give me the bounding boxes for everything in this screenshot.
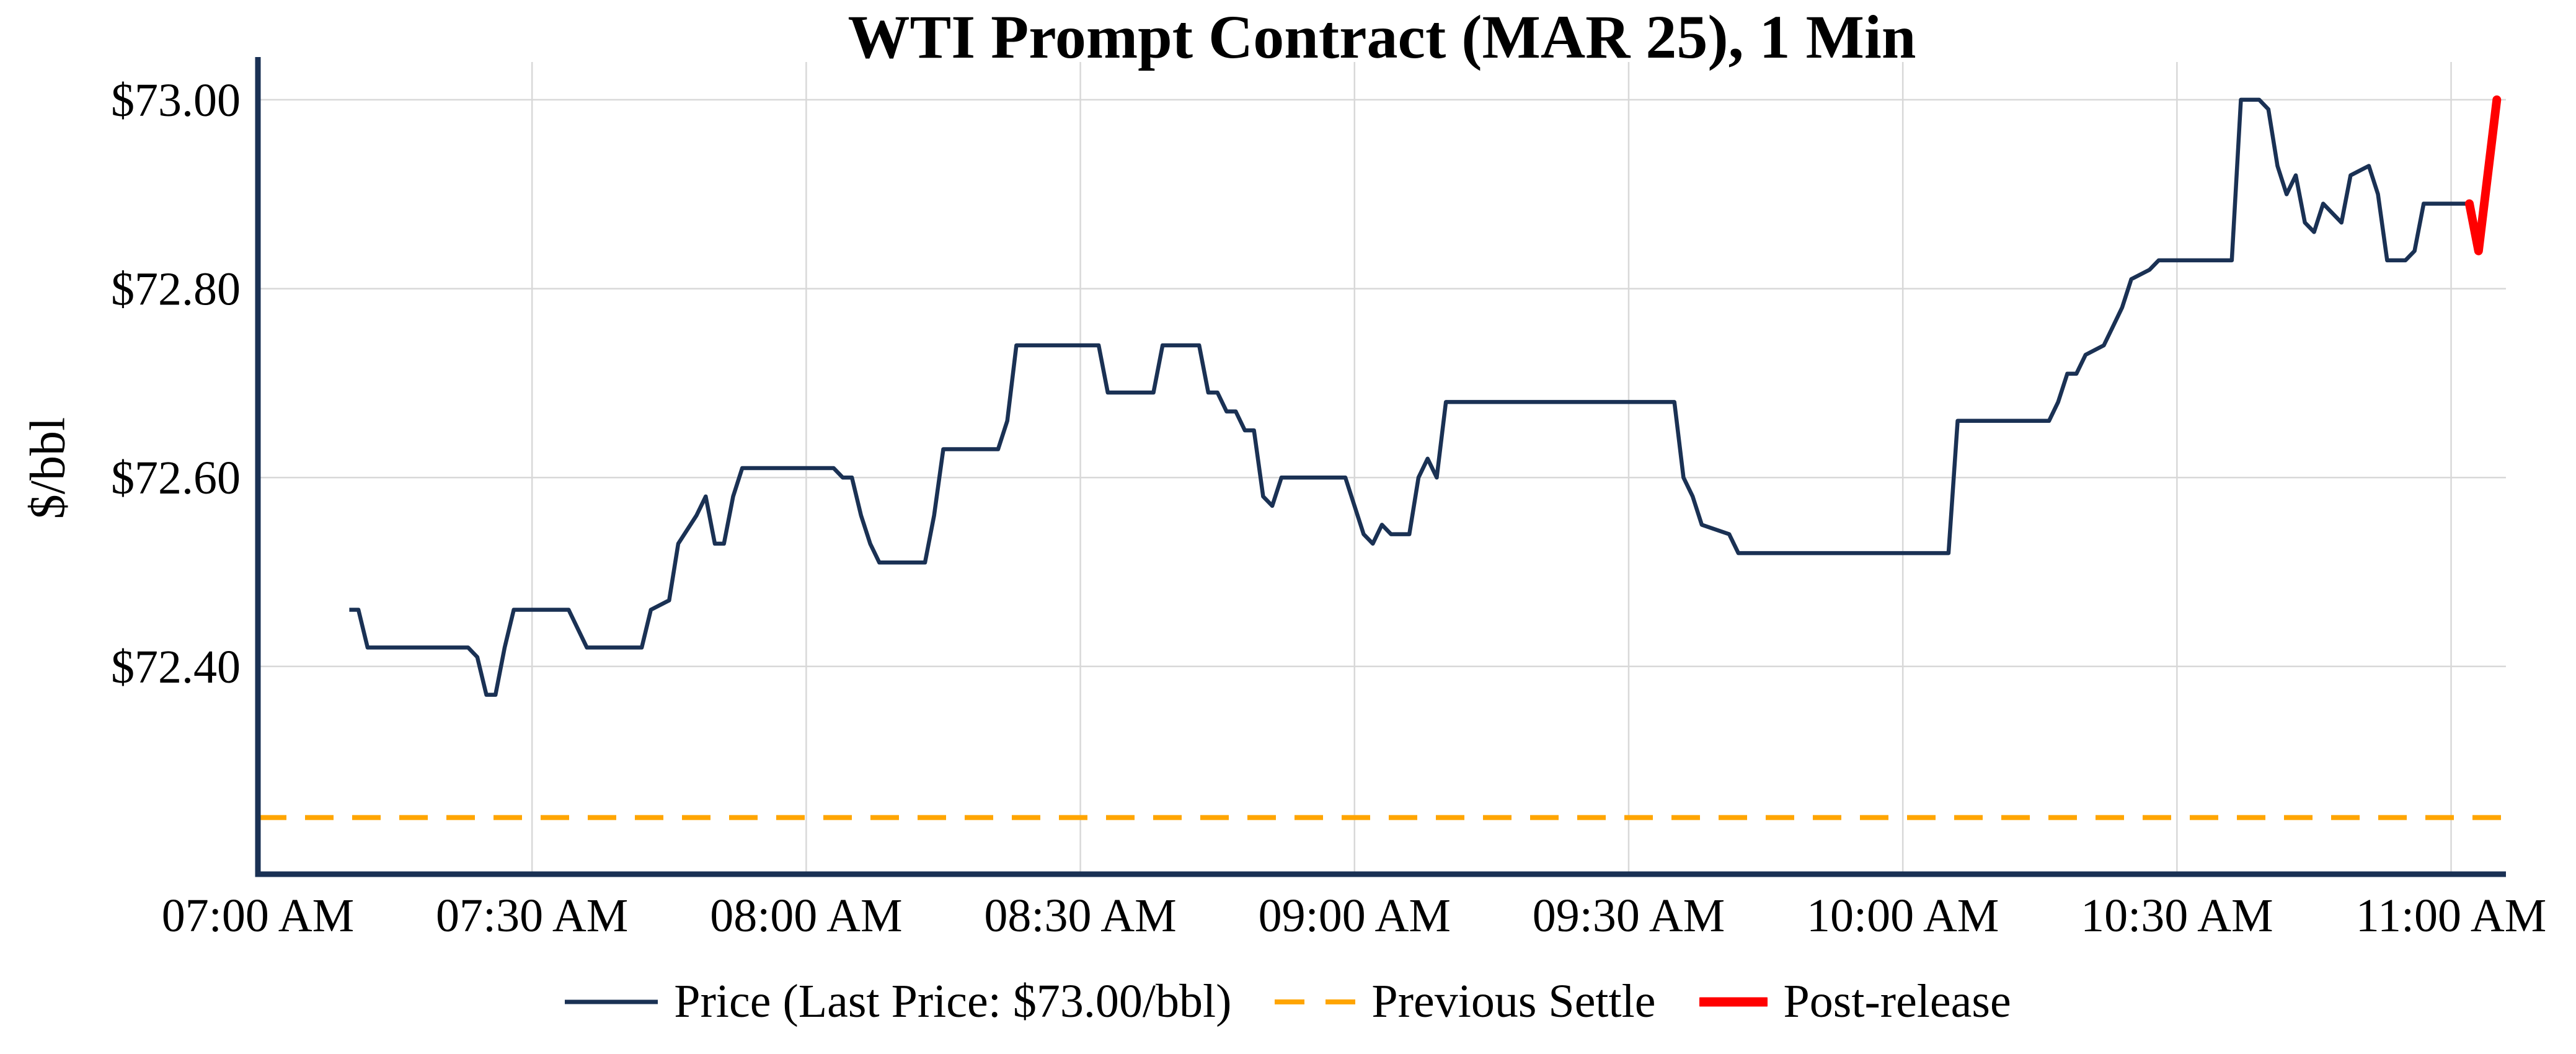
x-tick-label: 08:00 AM bbox=[710, 890, 902, 942]
y-tick-label: $72.60 bbox=[111, 452, 241, 504]
y-tick-label: $73.00 bbox=[111, 74, 241, 126]
legend: Price (Last Price: $73.00/bbl) Previous … bbox=[0, 975, 2576, 1029]
y-tick-label: $72.80 bbox=[111, 264, 241, 316]
x-tick-label: 07:00 AM bbox=[162, 890, 354, 942]
settle-line-swatch-icon bbox=[1275, 999, 1356, 1004]
legend-item-post: Post-release bbox=[1699, 975, 2011, 1029]
y-tick-label: $72.40 bbox=[111, 641, 241, 693]
x-tick-label: 11:00 AM bbox=[2356, 890, 2547, 942]
x-tick-label: 08:30 AM bbox=[984, 890, 1176, 942]
x-tick-label: 09:00 AM bbox=[1259, 890, 1451, 942]
legend-label-price: Price (Last Price: $73.00/bbl) bbox=[674, 975, 1232, 1027]
chart-title: WTI Prompt Contract (MAR 25), 1 Min bbox=[848, 2, 1916, 71]
post-release-line bbox=[2465, 95, 2502, 255]
price-line-swatch-icon bbox=[565, 999, 658, 1004]
x-tick-label: 10:00 AM bbox=[1807, 890, 1999, 942]
legend-item-price: Price (Last Price: $73.00/bbl) bbox=[565, 975, 1231, 1029]
y-axis-label: $/bbl bbox=[20, 417, 76, 520]
legend-label-post: Post-release bbox=[1783, 975, 2011, 1027]
x-tick-label: 09:30 AM bbox=[1533, 890, 1725, 942]
legend-item-settle: Previous Settle bbox=[1275, 975, 1656, 1029]
x-tick-label: 07:30 AM bbox=[436, 890, 628, 942]
price-line bbox=[349, 97, 2469, 697]
post-line-swatch-icon bbox=[1699, 997, 1768, 1006]
x-tick-label: 10:30 AM bbox=[2081, 890, 2273, 942]
legend-label-settle: Previous Settle bbox=[1371, 975, 1656, 1027]
